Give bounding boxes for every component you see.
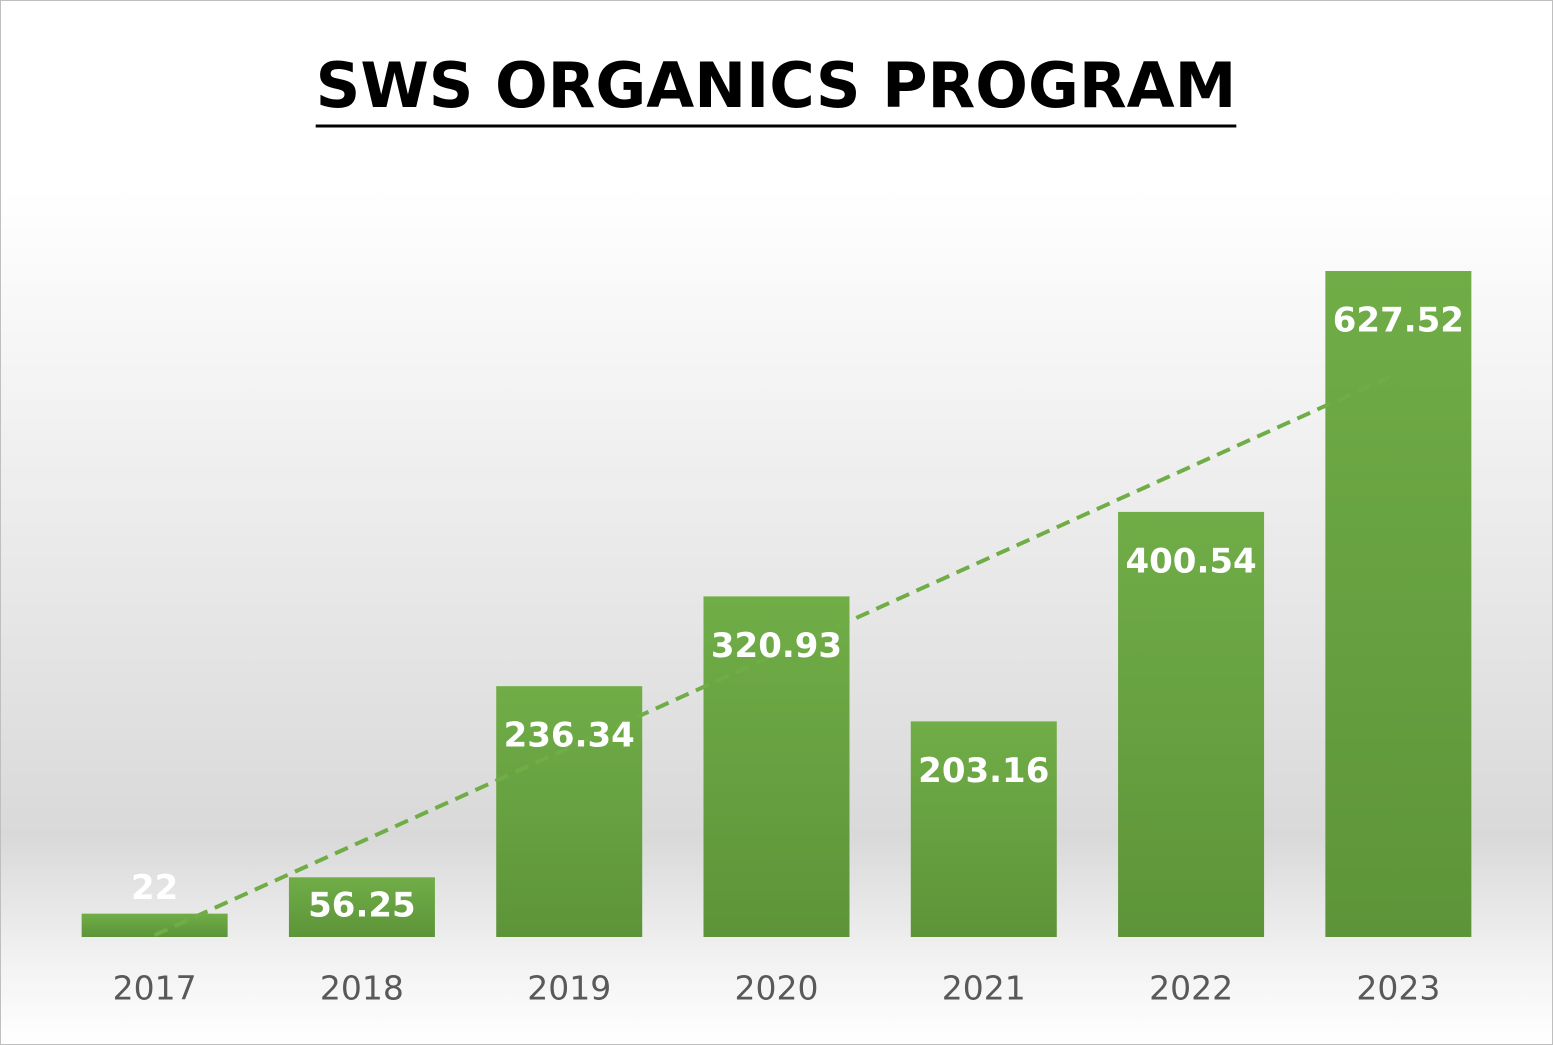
bar [1118,511,1265,937]
value-label: 627.52 [1333,301,1464,341]
x-tick-label: 2023 [1356,969,1440,1008]
value-label: 22 [131,868,178,908]
chart-title: SWS ORGANICS PROGRAM [316,49,1237,122]
x-tick-label: 2018 [320,969,404,1008]
bar [81,913,228,937]
value-label: 320.93 [711,626,842,666]
trendline [153,371,1400,937]
bar [496,686,643,937]
x-tick-label: 2019 [527,969,611,1008]
value-label: 56.25 [308,886,416,926]
x-tick-label: 2017 [113,969,197,1008]
bar [910,721,1057,937]
x-tick-label: 2022 [1149,969,1233,1008]
x-tick-label: 2020 [735,969,819,1008]
bar [1325,271,1472,937]
x-tick-label: 2021 [942,969,1026,1008]
value-label: 236.34 [504,716,635,756]
value-label: 203.16 [918,751,1049,791]
value-label: 400.54 [1125,541,1256,581]
bar [288,877,435,937]
